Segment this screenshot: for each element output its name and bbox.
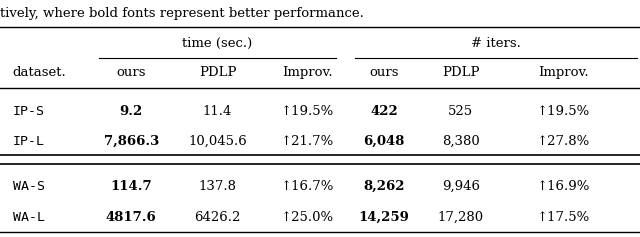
Text: 11.4: 11.4 [203,105,232,118]
Text: ours: ours [116,66,146,79]
Text: 114.7: 114.7 [110,180,152,193]
Text: 9.2: 9.2 [120,105,143,118]
Text: 17,280: 17,280 [438,211,484,224]
Text: dataset.: dataset. [13,66,67,79]
Text: PDLP: PDLP [442,66,479,79]
Text: ↑25.0%: ↑25.0% [280,211,334,224]
Text: IP-S: IP-S [13,105,45,118]
Text: 137.8: 137.8 [198,180,237,193]
Text: # iters.: # iters. [471,37,521,50]
Text: ↑19.5%: ↑19.5% [280,105,334,118]
Text: ↑16.9%: ↑16.9% [536,180,590,193]
Text: ↑16.7%: ↑16.7% [280,180,334,193]
Text: PDLP: PDLP [199,66,236,79]
Text: 14,259: 14,259 [358,211,410,224]
Text: ↑17.5%: ↑17.5% [536,211,590,224]
Text: Improv.: Improv. [282,66,333,79]
Text: WA-S: WA-S [13,180,45,193]
Text: 10,045.6: 10,045.6 [188,135,247,148]
Text: 6426.2: 6426.2 [195,211,241,224]
Text: 4817.6: 4817.6 [106,211,157,224]
Text: 7,866.3: 7,866.3 [104,135,159,148]
Text: 422: 422 [370,105,398,118]
Text: 8,262: 8,262 [364,180,404,193]
Text: Improv.: Improv. [538,66,589,79]
Text: ↑27.8%: ↑27.8% [536,135,590,148]
Text: 525: 525 [448,105,474,118]
Text: time (sec.): time (sec.) [182,37,253,50]
Text: ↑21.7%: ↑21.7% [280,135,334,148]
Text: IP-L: IP-L [13,135,45,148]
Text: tively, where bold fonts represent better performance.: tively, where bold fonts represent bette… [0,7,364,20]
Text: WA-L: WA-L [13,211,45,224]
Text: 6,048: 6,048 [364,135,404,148]
Text: ours: ours [369,66,399,79]
Text: 8,380: 8,380 [442,135,479,148]
Text: ↑19.5%: ↑19.5% [536,105,590,118]
Text: 9,946: 9,946 [442,180,480,193]
